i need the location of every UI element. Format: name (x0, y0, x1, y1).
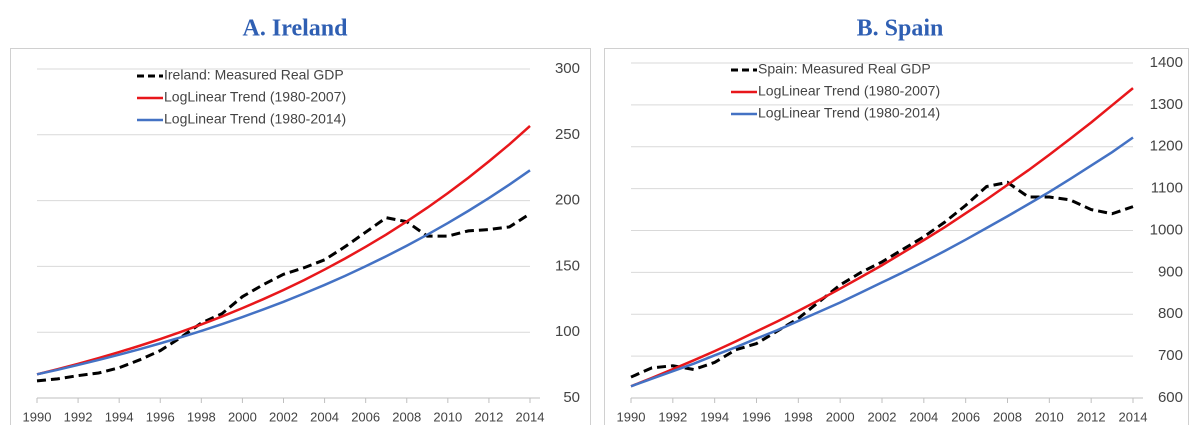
x-tick-label: 2014 (1119, 409, 1148, 424)
x-tick-label: 2012 (1077, 409, 1106, 424)
y-tick-label: 900 (1158, 263, 1183, 280)
x-tick-label: 1996 (146, 409, 175, 424)
chart-title: A. Ireland (243, 16, 349, 42)
series-line (630, 87, 1134, 388)
x-tick-label: 1990 (23, 409, 52, 424)
y-tick-label: 100 (555, 323, 580, 340)
x-tick-label: 2014 (516, 409, 545, 424)
y-tick-label: 1400 (1150, 54, 1183, 71)
legend-label: LogLinear Trend (1980-2014) (164, 111, 346, 127)
panel-frame (10, 48, 591, 425)
x-tick-label: 2008 (993, 409, 1022, 424)
series-line (36, 125, 531, 376)
y-tick-label: 700 (1158, 347, 1183, 364)
y-tick-label: 1200 (1150, 138, 1183, 155)
x-tick-label: 1998 (187, 409, 216, 424)
y-tick-label: 300 (555, 60, 580, 77)
legend-label: LogLinear Trend (1980-2007) (164, 89, 346, 105)
x-tick-label: 1990 (617, 409, 646, 424)
x-tick-label: 2004 (909, 409, 938, 424)
legend-label: LogLinear Trend (1980-2014) (758, 105, 940, 121)
x-tick-label: 2012 (474, 409, 503, 424)
y-tick-label: 600 (1158, 389, 1183, 406)
legend-label: LogLinear Trend (1980-2007) (758, 83, 940, 99)
y-tick-label: 1000 (1150, 221, 1183, 238)
x-tick-label: 2002 (868, 409, 897, 424)
legend-label: Spain: Measured Real GDP (758, 61, 931, 77)
series-line (630, 180, 1134, 379)
x-tick-label: 2000 (826, 409, 855, 424)
x-tick-label: 1992 (64, 409, 93, 424)
legend-label: Ireland: Measured Real GDP (164, 67, 344, 83)
y-tick-label: 250 (555, 126, 580, 143)
y-tick-label: 150 (555, 257, 580, 274)
x-tick-label: 2006 (351, 409, 380, 424)
series-line (630, 136, 1134, 388)
y-tick-label: 50 (563, 389, 580, 406)
y-tick-label: 1300 (1150, 96, 1183, 113)
x-tick-label: 2004 (310, 409, 339, 424)
y-tick-label: 200 (555, 192, 580, 209)
x-tick-label: 1994 (700, 409, 729, 424)
panel-frame (604, 48, 1189, 425)
chart-title: B. Spain (857, 16, 944, 42)
x-tick-label: 2006 (951, 409, 980, 424)
series-line (36, 212, 531, 383)
x-tick-label: 1994 (105, 409, 134, 424)
y-tick-label: 1100 (1151, 180, 1183, 197)
x-tick-label: 1998 (784, 409, 813, 424)
series-line (36, 169, 531, 376)
x-tick-label: 2000 (228, 409, 257, 424)
x-tick-label: 2010 (433, 409, 462, 424)
x-tick-label: 1996 (742, 409, 771, 424)
y-tick-label: 800 (1158, 305, 1183, 322)
x-tick-label: 1992 (658, 409, 687, 424)
x-tick-label: 2008 (392, 409, 421, 424)
x-tick-label: 2010 (1035, 409, 1064, 424)
x-tick-label: 2002 (269, 409, 298, 424)
